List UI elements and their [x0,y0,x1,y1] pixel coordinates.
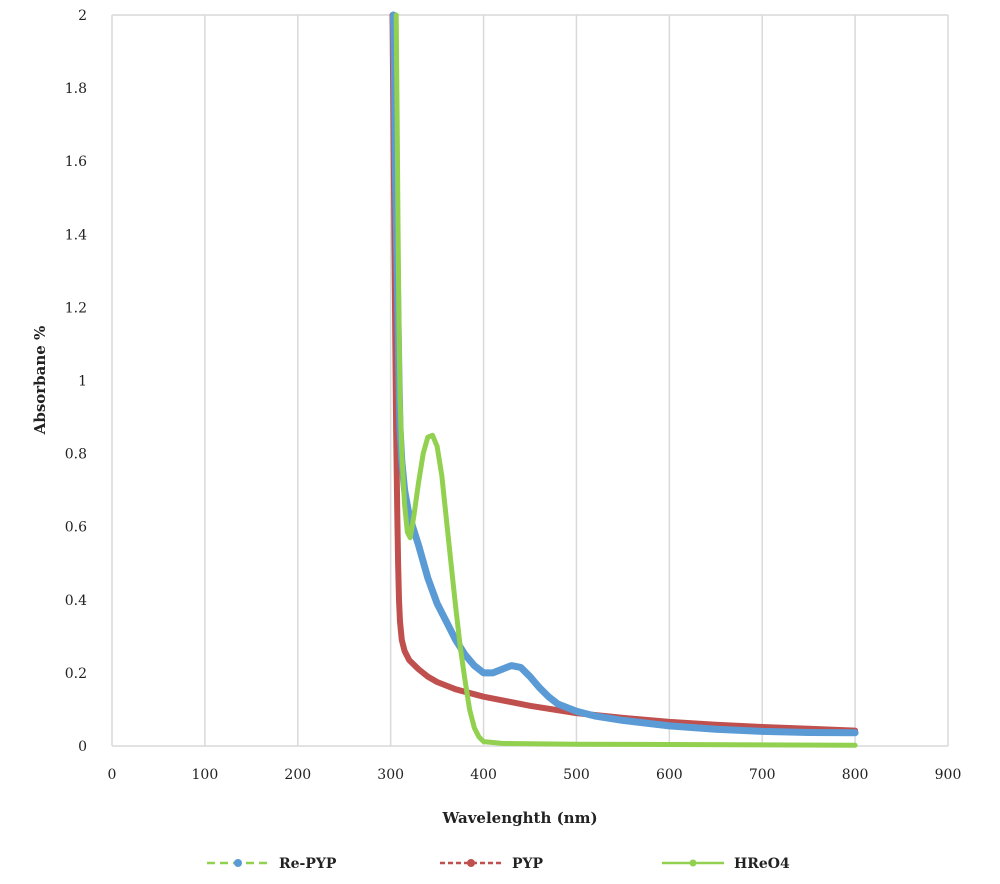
legend: Re-PYP PYP HReO4 [207,856,790,872]
grid-lines [112,14,949,746]
y-tick-label: 0.4 [65,593,87,609]
tick-labels: 0 100 200 300 400 500 600 700 800 900 0 0.2 0.4 0.6 0.… [65,8,962,783]
legend-marker-hreo4 [689,859,697,867]
y-tick-label: 0.2 [65,666,87,682]
legend-label-re-pyp: Re-PYP [279,856,337,872]
x-tick-label: 100 [192,767,219,783]
legend-label-hreo4: HReO4 [734,856,790,872]
axes [111,15,948,747]
y-tick-label: 1.8 [65,81,87,97]
legend-item-pyp: PYP [440,856,544,872]
x-tick-label: 300 [377,767,404,783]
x-tick-label: 500 [563,767,590,783]
series-layer [389,11,859,748]
x-axis-title: Wavelenghth (nm) [441,809,597,827]
x-tick-label: 700 [749,767,776,783]
x-tick-label: 0 [108,767,117,783]
x-tick-label: 600 [656,767,683,783]
legend-marker-pyp [467,859,475,867]
y-tick-label: 0.6 [65,520,87,536]
series-re-pyp [390,11,859,737]
series-line-pyp [389,12,859,734]
legend-item-re-pyp: Re-PYP [207,856,337,872]
y-tick-label: 1 [78,374,87,390]
series-line-hreo4 [393,12,858,748]
x-tick-label: 400 [470,767,497,783]
legend-marker-re-pyp [234,859,242,867]
series-line-re-pyp [390,11,859,737]
series-pyp [389,12,859,734]
y-tick-label: 1.4 [65,227,87,243]
x-tick-label: 900 [935,767,962,783]
y-axis-title: Absorbane % [31,326,49,436]
x-tick-label: 200 [284,767,311,783]
y-tick-label: 0 [78,739,87,755]
y-tick-label: 0.8 [65,447,87,463]
x-tick-label: 800 [842,767,869,783]
y-tick-label: 2 [78,8,87,24]
y-tick-label: 1.2 [65,300,87,316]
legend-item-hreo4: HReO4 [662,856,790,872]
legend-label-pyp: PYP [512,856,544,872]
series-hreo4 [393,12,858,748]
y-tick-label: 1.6 [65,154,87,170]
